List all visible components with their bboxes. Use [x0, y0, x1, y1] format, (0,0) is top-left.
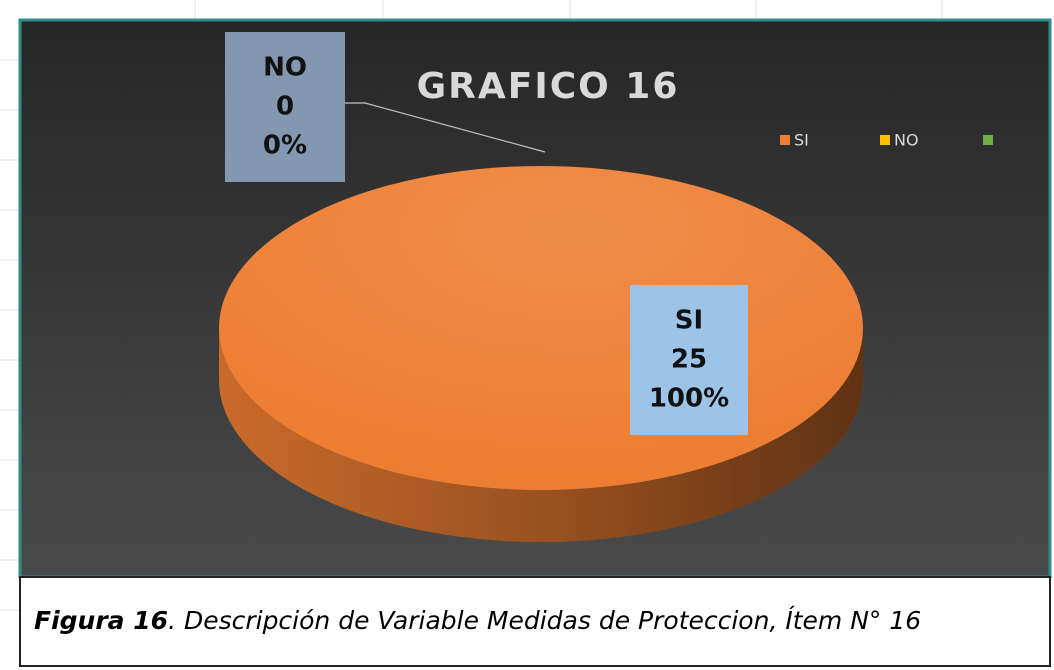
- legend-label: NO: [894, 131, 919, 150]
- legend-swatch: [880, 135, 890, 145]
- data-label-box: [630, 285, 748, 435]
- legend: SI NO: [780, 131, 993, 150]
- data-label-percent: 0%: [263, 131, 307, 161]
- data-label-percent: 100%: [649, 384, 729, 414]
- data-label-value: 25: [671, 345, 707, 375]
- legend-swatch: [983, 135, 993, 145]
- caption-box: [19, 576, 1051, 667]
- data-labels: SI 25 100% NO 0 0%: [225, 32, 748, 435]
- pie: [219, 166, 863, 542]
- caption-text: . Descripción de Variable Medidas de Pro…: [168, 606, 921, 635]
- legend-swatch: [780, 135, 790, 145]
- data-label-value: 0: [276, 92, 294, 122]
- slice-side-shade: [219, 328, 863, 542]
- data-label-category: NO: [263, 53, 307, 83]
- caption: Figura 16. Descripción de Variable Medid…: [34, 606, 921, 635]
- chart-title: GRAFICO 16: [417, 66, 680, 107]
- data-label-category: SI: [675, 306, 703, 336]
- caption-label: Figura 16: [34, 606, 168, 635]
- data-label-box: [225, 32, 345, 182]
- leader-line: [345, 102, 546, 153]
- sheet-grid: [0, 0, 943, 611]
- slice-gloss: [219, 166, 863, 490]
- legend-label: SI: [794, 131, 809, 150]
